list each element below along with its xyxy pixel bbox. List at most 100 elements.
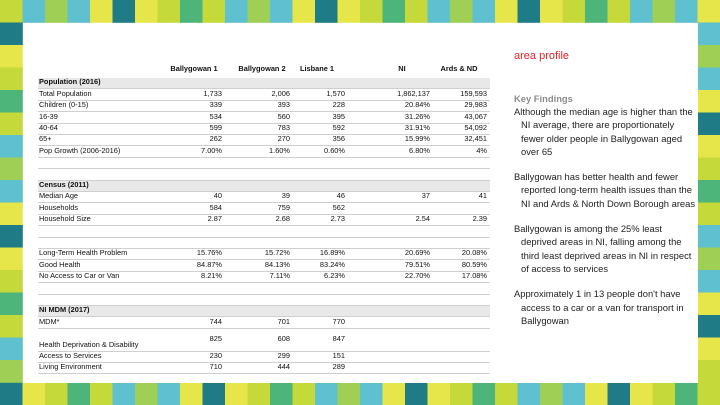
column-header: Ballygowan 1	[170, 64, 218, 73]
tile	[247, 382, 271, 405]
cell-value: 31.26%	[404, 111, 430, 121]
tile	[540, 382, 563, 405]
row-label: 16-39	[39, 111, 58, 121]
tile	[495, 0, 518, 23]
header-row: Ballygowan 1 Ballygowan 2 Lisbane 1 NI Ards …	[38, 57, 490, 78]
side-panel: area profile Key Findings Although the m…	[514, 50, 699, 339]
tile	[697, 382, 720, 405]
cell-value: 84.13%	[264, 259, 290, 269]
table-row: Living Environment 710 444 289	[38, 362, 490, 375]
cell-value: 20.84%	[404, 100, 430, 110]
tile	[135, 382, 158, 405]
cell-value: 79.51%	[404, 259, 430, 269]
tile	[562, 0, 586, 23]
tile	[697, 90, 720, 113]
tile	[247, 0, 271, 23]
tile	[585, 0, 608, 23]
table-row: No Access to Car or Van 8.21% 7.11% 6.23% 22…	[38, 271, 490, 284]
cell-value: 2.73	[330, 214, 345, 224]
cell-value: 4%	[476, 145, 487, 155]
tile	[0, 382, 23, 405]
cell-value: 592	[332, 122, 345, 132]
cell-value: 1,862,137	[397, 88, 430, 98]
tile	[607, 382, 631, 405]
tile	[697, 337, 720, 361]
cell-value: 560	[277, 111, 290, 121]
tile	[697, 112, 720, 136]
tile	[697, 315, 720, 338]
tile	[202, 0, 226, 23]
tile	[652, 382, 676, 405]
tile	[472, 0, 496, 23]
tile	[450, 0, 473, 23]
tile	[630, 382, 653, 405]
row-label: Total Population	[39, 88, 92, 98]
tile	[45, 0, 68, 23]
tile	[67, 0, 91, 23]
cell-value: 0.60%	[324, 145, 345, 155]
tile	[0, 112, 23, 136]
tile	[0, 157, 23, 181]
tile	[315, 0, 338, 23]
table-row: Median Age 40 39 46 37 41	[38, 191, 490, 204]
tile	[697, 225, 720, 248]
cell-value: 599	[209, 122, 222, 132]
tile	[450, 382, 473, 405]
cell-value: 37	[421, 191, 430, 201]
cell-value: 270	[277, 134, 290, 144]
table-row: Good Health 84.87% 84.13% 83.24% 79.51% 80.59…	[38, 259, 490, 272]
tile	[45, 382, 68, 405]
section-row: NI MDM (2017)	[38, 305, 490, 318]
tile	[697, 360, 720, 383]
row-label: No Access to Car or Van	[39, 271, 120, 281]
cell-value: 7.11%	[269, 271, 290, 281]
tile	[292, 382, 316, 405]
finding: Ballygowan is among the 25% least depriv…	[514, 223, 692, 274]
tile	[0, 67, 23, 91]
cell-value: 32,451	[464, 134, 487, 144]
tile	[0, 360, 23, 383]
cell-value: 759	[277, 202, 290, 212]
table-row: MDM* 744 701 770	[38, 317, 490, 329]
cell-value: 7.00%	[201, 145, 222, 155]
row-label: Children (0-15)	[39, 100, 89, 110]
cell-value: 17.08%	[461, 271, 487, 281]
row-label: Health Deprivation & Disability	[39, 339, 139, 349]
table-row: Total Population 1,733 2,006 1,570 1,862,137…	[38, 88, 490, 101]
spacer-row	[38, 158, 490, 170]
row-label: Households	[39, 202, 79, 212]
cell-value: 54,092	[464, 122, 487, 132]
tile	[382, 382, 406, 405]
table-row: Household Size 2.87 2.68 2.73 2.54 2.39	[38, 214, 490, 227]
tile	[0, 292, 23, 316]
tile	[0, 270, 23, 293]
tile	[112, 382, 136, 405]
row-label: Long-Term Health Problem	[39, 248, 128, 258]
cell-value: 339	[209, 100, 222, 110]
tile	[405, 0, 428, 23]
cell-value: 608	[277, 333, 290, 343]
slide-title: area profile	[514, 50, 570, 62]
tile	[562, 382, 586, 405]
tile	[180, 0, 203, 23]
tile	[630, 0, 653, 23]
spacer-row	[38, 295, 490, 306]
table-row: 16-39 534 560 395 31.26% 43,067	[38, 111, 490, 124]
tile	[517, 382, 541, 405]
cell-value: 2.68	[275, 214, 290, 224]
cell-value: 159,593	[460, 88, 487, 98]
cell-value: 31.91%	[404, 122, 430, 132]
cell-value: 2.87	[207, 214, 222, 224]
tile	[697, 45, 720, 68]
column-header: NI	[398, 64, 406, 73]
tile	[90, 382, 113, 405]
tile	[0, 90, 23, 113]
cell-value: 710	[209, 362, 222, 372]
cell-value: 228	[332, 100, 345, 110]
column-header: Ballygowan 2	[238, 64, 286, 73]
tile	[652, 0, 676, 23]
table-row: 40-64 599 783 592 31.91% 54,092	[38, 122, 490, 135]
row-label: Household Size	[39, 214, 91, 224]
table-row: Health Deprivation & Disability 825 608 847	[38, 329, 490, 352]
